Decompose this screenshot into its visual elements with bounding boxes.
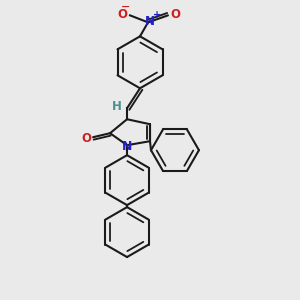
Text: O: O <box>81 132 91 145</box>
Text: O: O <box>117 8 127 21</box>
Text: N: N <box>122 140 132 153</box>
Text: N: N <box>145 15 155 28</box>
Text: +: + <box>153 11 161 20</box>
Text: O: O <box>170 8 180 21</box>
Text: H: H <box>112 100 122 113</box>
Text: −: − <box>121 2 131 11</box>
